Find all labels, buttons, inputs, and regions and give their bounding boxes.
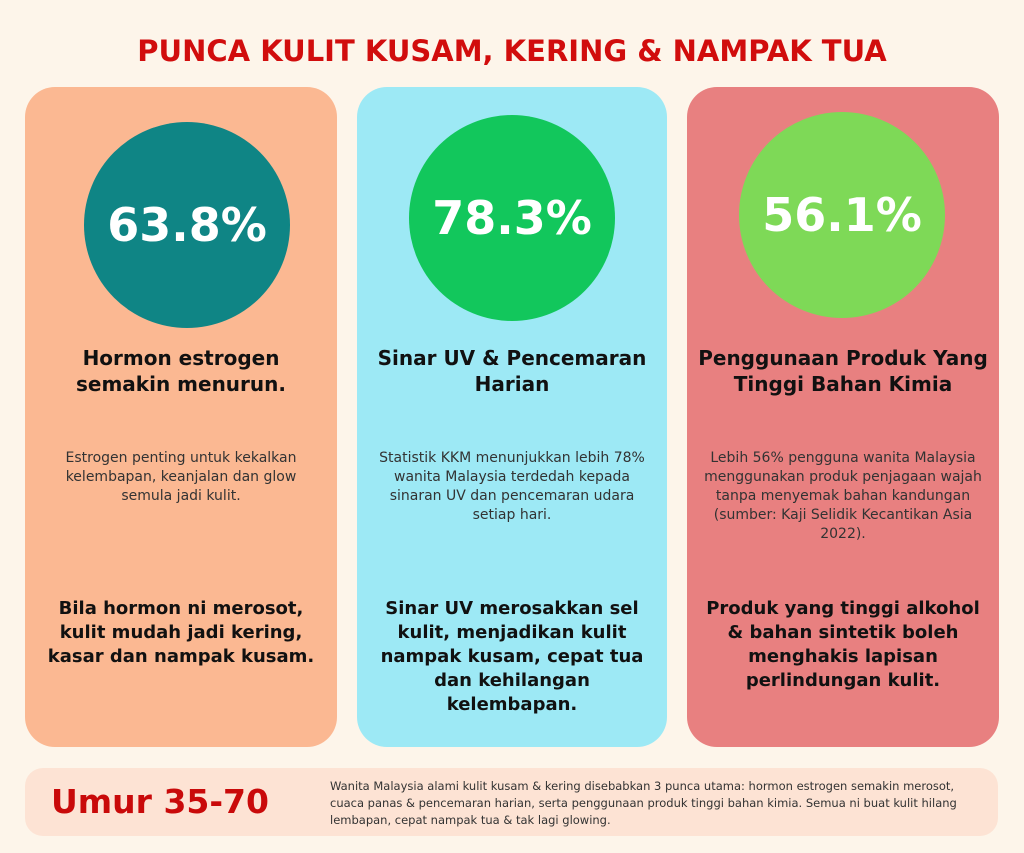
card-heading: Hormon estrogen semakin menurun. (76, 346, 286, 396)
card-chemicals: 56.1% Penggunaan Produk Yang Tinggi Baha… (687, 87, 999, 747)
card-conclusion: Sinar UV merosakkan sel kulit, menjadika… (380, 598, 644, 715)
card-uv: 78.3% Sinar UV & Pencemaran Harian Stati… (357, 87, 667, 747)
card-heading: Sinar UV & Pencemaran Harian (377, 346, 647, 396)
card-conclusion: Bila hormon ni merosot, kulit mudah jadi… (47, 598, 315, 667)
percent-circle: 78.3% (409, 115, 615, 321)
card-conclusion: Produk yang tinggi alkohol & bahan sinte… (706, 598, 980, 691)
card-description: Estrogen penting untuk kekalkan kelembap… (65, 450, 297, 504)
percent-circle: 63.8% (84, 122, 290, 328)
card-description: Lebih 56% pengguna wanita Malaysia mengg… (704, 450, 982, 542)
card-heading: Penggunaan Produk Yang Tinggi Bahan Kimi… (698, 346, 988, 396)
card-description: Statistik KKM menunjukkan lebih 78% wani… (379, 450, 645, 523)
footer-note: Wanita Malaysia alami kulit kusam & keri… (330, 779, 957, 827)
footer-banner: Umur 35-70 Wanita Malaysia alami kulit k… (25, 768, 998, 836)
page-title: PUNCA KULIT KUSAM, KERING & NAMPAK TUA (137, 34, 887, 68)
age-range: Umur 35-70 (51, 782, 269, 821)
percent-circle: 56.1% (739, 112, 945, 318)
card-hormone: 63.8% Hormon estrogen semakin menurun. E… (25, 87, 337, 747)
